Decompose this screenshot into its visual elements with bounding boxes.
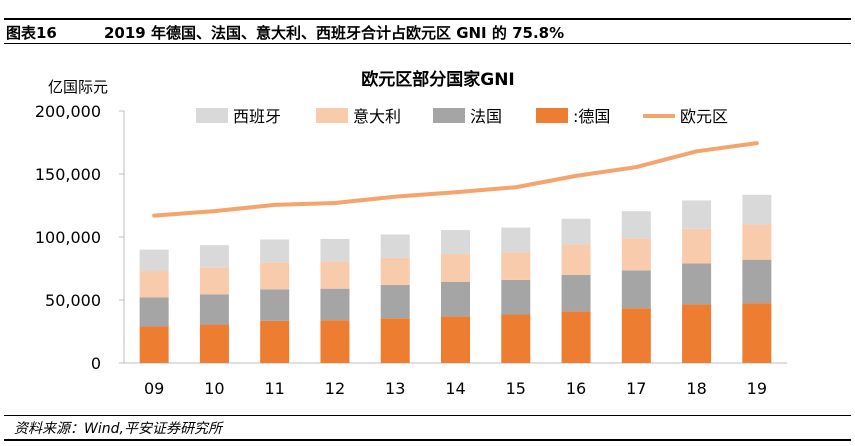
line-point: [755, 141, 759, 145]
line-point: [634, 165, 638, 169]
bar-segment: [621, 211, 651, 239]
y-tick-label: 50,000: [45, 291, 101, 310]
x-tick-label: 12: [325, 379, 345, 398]
bar-segment: [561, 244, 591, 275]
bar-segment: [501, 252, 531, 280]
x-tick-label: 16: [566, 379, 586, 398]
line-point: [273, 203, 277, 207]
bar-segment: [682, 263, 712, 305]
bar-segment: [139, 271, 169, 298]
bar-segment: [380, 284, 410, 319]
chart-title: 欧元区部分国家GNI: [361, 69, 515, 90]
bar-segment: [621, 238, 651, 271]
bar-segment: [199, 324, 229, 363]
legend-label: 欧元区: [680, 107, 728, 126]
chart-svg: 欧元区部分国家GNI 亿国际元 0 50,000 100,000 150,000 200…: [35, 69, 787, 398]
x-tick-label: 19: [747, 379, 767, 398]
figure-footer: 资料来源：Wind,平安证券研究所: [4, 415, 851, 441]
legend-label: 西班牙: [233, 107, 281, 126]
line-point: [333, 201, 337, 205]
bar-segment: [682, 304, 712, 363]
line-point: [514, 185, 518, 189]
chart-container: 欧元区部分国家GNI 亿国际元 0 50,000 100,000 150,000 200…: [0, 44, 855, 418]
y-tick-label: 100,000: [35, 228, 101, 247]
bar-segment: [621, 308, 651, 363]
legend-label: 法国: [470, 107, 502, 126]
line-point: [695, 149, 699, 153]
series-line: [152, 141, 759, 218]
figure-title: 2019 年德国、法国、意大利、西班牙合计占欧元区 GNI 的 75.8%: [104, 24, 565, 42]
x-axis: 09 10 11 12 13 14 15 16 17 18 19: [144, 379, 767, 398]
line-point: [212, 209, 216, 213]
bar-segment: [380, 257, 410, 285]
bar-segment: [199, 294, 229, 325]
bar-segment: [742, 303, 772, 363]
x-tick-label: 10: [204, 379, 224, 398]
y-axis: 0 50,000 100,000 150,000 200,000: [35, 102, 124, 373]
bar-segment: [139, 249, 169, 272]
bar-segment: [441, 316, 470, 363]
bar-segment: [260, 262, 290, 290]
bar-segment: [621, 270, 651, 309]
line-point: [393, 195, 397, 199]
line-series: [152, 141, 759, 218]
line-point: [454, 190, 457, 194]
bar-segment: [682, 228, 712, 264]
bar-segment: [380, 234, 410, 258]
bar-segment: [380, 318, 410, 363]
y-tick-label: 200,000: [35, 102, 101, 121]
line-point: [574, 174, 578, 178]
x-tick-label: 15: [506, 379, 526, 398]
x-tick-label: 13: [385, 379, 405, 398]
y-tick-label: 150,000: [35, 165, 101, 184]
x-tick-label: 18: [686, 379, 706, 398]
bar-segment: [501, 279, 531, 315]
bar-segment: [742, 224, 772, 260]
bar-segment: [682, 200, 712, 229]
figure-source: 资料来源：Wind,平安证券研究所: [14, 421, 222, 437]
line-point: [152, 214, 156, 218]
x-tick-label: 09: [144, 379, 164, 398]
y-axis-unit-label: 亿国际元: [48, 78, 108, 96]
bar-segment: [320, 320, 350, 363]
bar-segment: [742, 259, 772, 304]
bar-segment: [742, 194, 772, 225]
bar-segment: [441, 230, 470, 255]
bar-segment: [260, 289, 290, 321]
legend-label: 意大利: [353, 107, 401, 126]
bar-segment: [501, 314, 531, 363]
legend-swatch: [433, 108, 465, 123]
bar-segment: [320, 261, 350, 289]
x-tick-label: 11: [265, 379, 285, 398]
bar-segment: [501, 227, 531, 253]
x-tick-label: 14: [445, 379, 465, 398]
y-tick-label: 0: [91, 354, 101, 373]
bar-segment: [561, 218, 591, 245]
figure-header: 图表16 2019 年德国、法国、意大利、西班牙合计占欧元区 GNI 的 75.…: [4, 18, 851, 44]
legend-label: :德国: [573, 107, 610, 126]
bar-segment: [199, 245, 229, 268]
bar-segment: [320, 238, 350, 262]
bar-segment: [260, 320, 290, 363]
bar-segment: [320, 288, 350, 321]
legend: 西班牙 意大利 法国 :德国 欧元区: [196, 107, 728, 126]
x-tick-label: 17: [626, 379, 646, 398]
bar-segment: [561, 311, 591, 363]
bar-segment: [139, 326, 169, 363]
bar-segment: [139, 297, 169, 327]
legend-swatch: [536, 108, 568, 123]
bar-segment: [199, 267, 229, 295]
legend-swatch: [196, 108, 228, 123]
bar-segment: [260, 239, 290, 263]
legend-swatch: [316, 108, 348, 123]
bar-segment: [441, 254, 470, 282]
bar-segment: [441, 281, 470, 317]
bar-series: [139, 194, 772, 363]
bar-segment: [561, 274, 591, 312]
figure-number: 图表16: [6, 24, 57, 42]
